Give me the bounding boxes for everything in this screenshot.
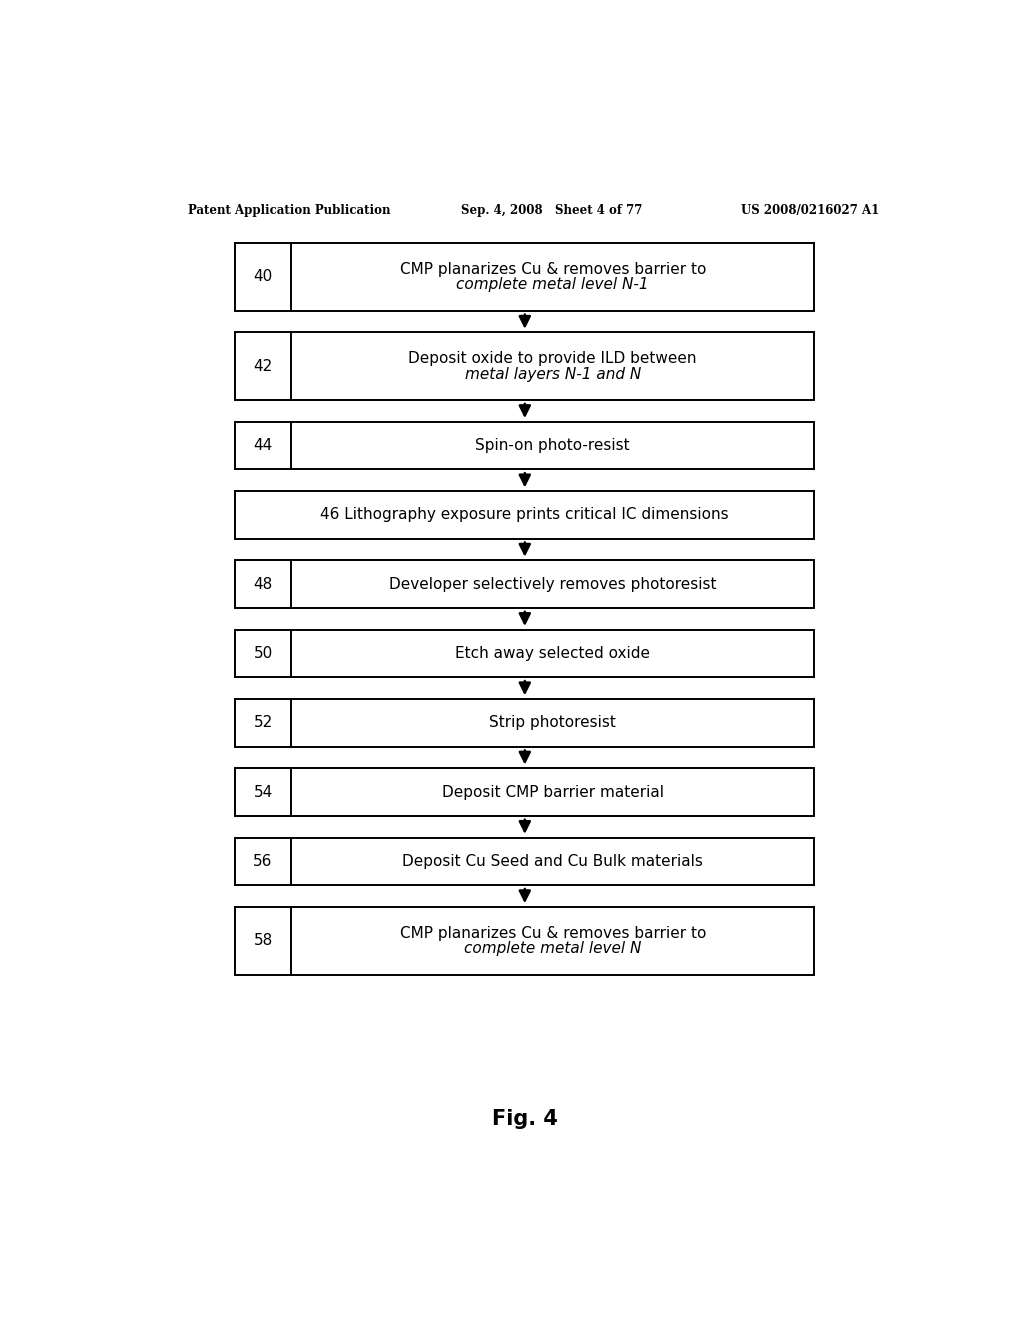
Bar	[236, 700, 814, 747]
Text: Spin-on photo-resist: Spin-on photo-resist	[475, 438, 630, 453]
Text: 42: 42	[253, 359, 272, 374]
Text: 46 Lithography exposure prints critical IC dimensions: 46 Lithography exposure prints critical …	[321, 507, 729, 523]
Bar	[236, 838, 814, 886]
Bar	[236, 422, 814, 470]
Text: Deposit oxide to provide ILD between: Deposit oxide to provide ILD between	[409, 351, 697, 366]
Text: CMP planarizes Cu & removes barrier to: CMP planarizes Cu & removes barrier to	[399, 925, 706, 941]
Text: 56: 56	[253, 854, 272, 869]
Text: complete metal level N: complete metal level N	[464, 941, 641, 956]
Bar	[236, 630, 814, 677]
Text: Sep. 4, 2008   Sheet 4 of 77: Sep. 4, 2008 Sheet 4 of 77	[461, 205, 643, 218]
Text: 48: 48	[253, 577, 272, 591]
Text: Deposit Cu Seed and Cu Bulk materials: Deposit Cu Seed and Cu Bulk materials	[402, 854, 703, 869]
Text: 50: 50	[253, 645, 272, 661]
Text: 40: 40	[253, 269, 272, 285]
Text: Patent Application Publication: Patent Application Publication	[188, 205, 391, 218]
Bar	[236, 768, 814, 816]
Text: 52: 52	[253, 715, 272, 730]
Text: metal layers N-1 and N: metal layers N-1 and N	[465, 367, 641, 381]
Bar	[236, 333, 814, 400]
Text: Deposit CMP barrier material: Deposit CMP barrier material	[441, 784, 664, 800]
Bar	[236, 243, 814, 312]
Text: Etch away selected oxide: Etch away selected oxide	[456, 645, 650, 661]
Text: Fig. 4: Fig. 4	[492, 1109, 558, 1130]
Text: 58: 58	[253, 933, 272, 948]
Text: Developer selectively removes photoresist: Developer selectively removes photoresis…	[389, 577, 717, 591]
Text: CMP planarizes Cu & removes barrier to: CMP planarizes Cu & removes barrier to	[399, 261, 706, 277]
Text: Strip photoresist: Strip photoresist	[489, 715, 616, 730]
Text: US 2008/0216027 A1: US 2008/0216027 A1	[740, 205, 879, 218]
Text: 44: 44	[253, 438, 272, 453]
Bar	[236, 907, 814, 974]
Text: 54: 54	[253, 784, 272, 800]
Bar	[236, 561, 814, 609]
Bar	[236, 491, 814, 539]
Text: complete metal level N-1: complete metal level N-1	[457, 277, 649, 292]
